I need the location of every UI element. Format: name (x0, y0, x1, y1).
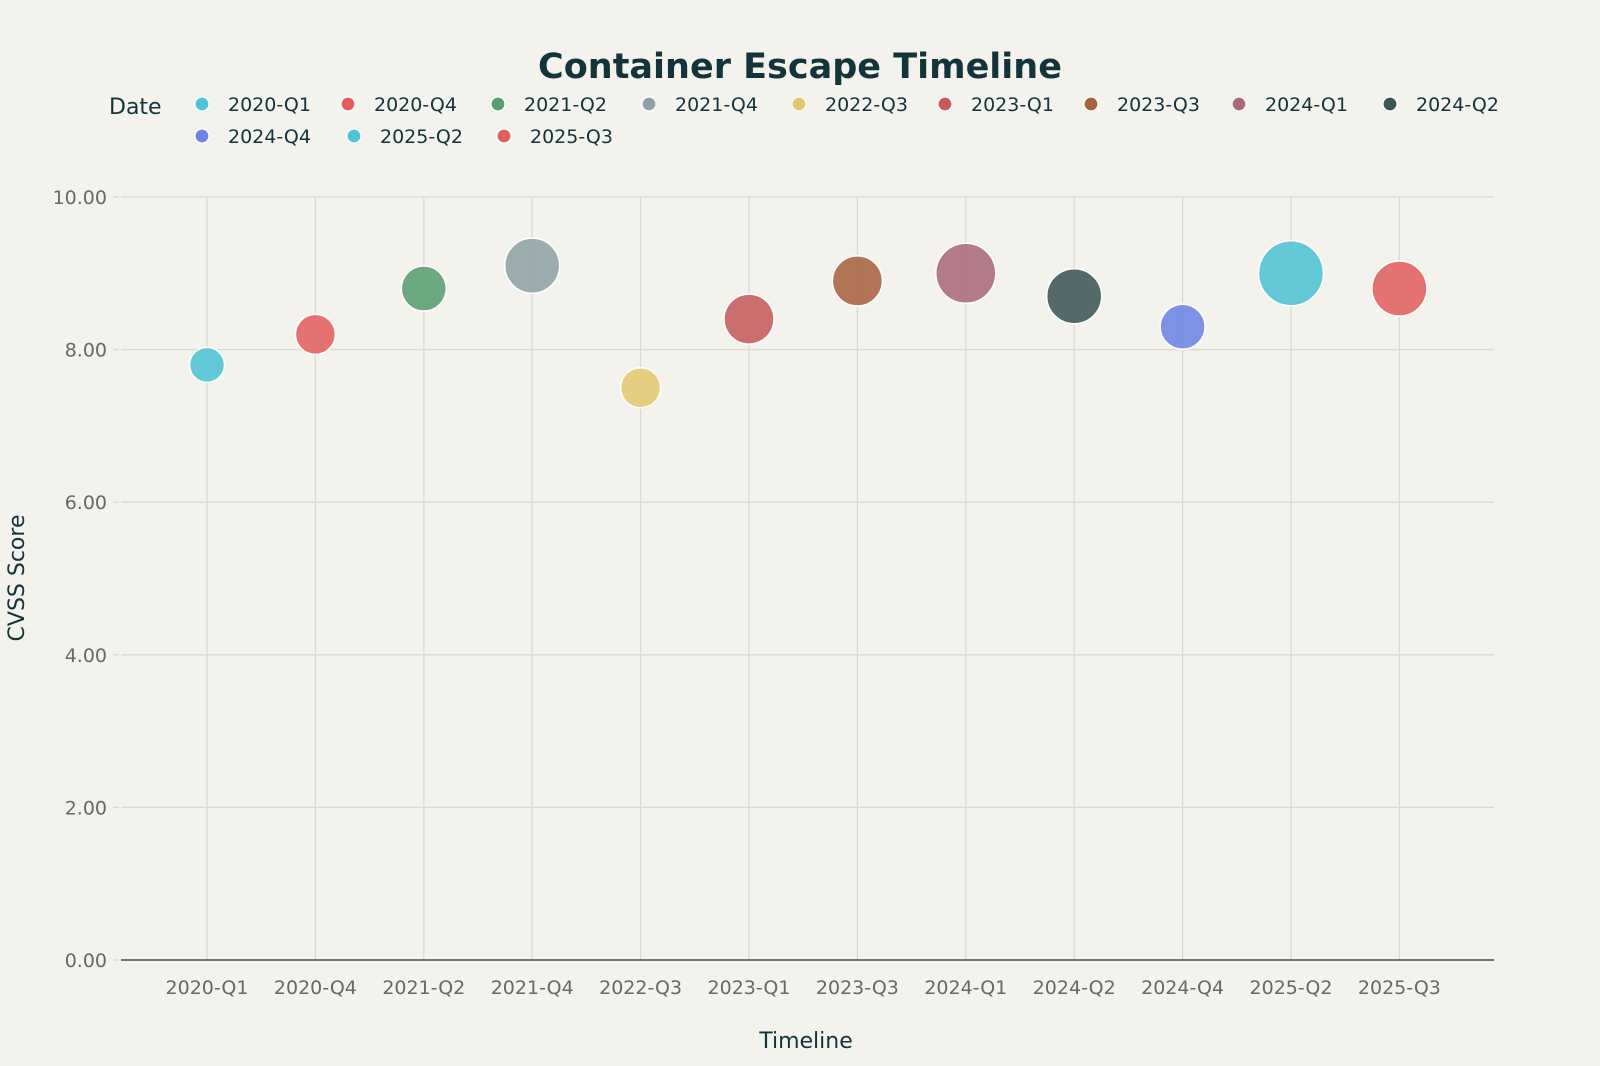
x-tick-label: 2020-Q1 (166, 977, 249, 999)
legend-marker (1083, 96, 1099, 112)
legend-label: 2021-Q2 (524, 94, 607, 116)
y-tick-label: 0.00 (65, 950, 107, 972)
x-axis: 2020-Q1 2020-Q4 2021-Q2 2021-Q4 2022-Q3 2023-… (166, 977, 1441, 999)
legend-marker (937, 96, 953, 112)
x-tick-label: 2023-Q3 (816, 977, 899, 999)
legend-item-2025-Q2: 2025-Q2 (346, 126, 463, 148)
y-tick-label: 8.00 (65, 340, 107, 362)
data-point-2024-Q2 (1045, 267, 1103, 325)
legend-marker (490, 96, 506, 112)
y-tick-label: 6.00 (65, 492, 107, 514)
x-tick-label: 2021-Q4 (491, 977, 574, 999)
legend-item-2023-Q3: 2023-Q3 (1083, 94, 1200, 116)
legend-label: 2024-Q4 (228, 126, 311, 148)
data-point-2024-Q4 (1159, 303, 1206, 350)
legend-item-2024-Q1: 2024-Q1 (1231, 94, 1348, 116)
legend-label: 2020-Q1 (228, 94, 311, 116)
x-tick-label: 2024-Q4 (1141, 977, 1224, 999)
legend-marker (194, 96, 210, 112)
legend-label: 2023-Q3 (1117, 94, 1200, 116)
data-point-2020-Q4 (294, 313, 337, 356)
legend-label: 2024-Q1 (1265, 94, 1348, 116)
data-point-2024-Q1 (935, 242, 997, 305)
data-point-2025-Q3 (1371, 260, 1428, 317)
legend-label: 2024-Q2 (1416, 94, 1499, 116)
data-point-2020-Q1 (188, 346, 226, 384)
legend-item-2021-Q2: 2021-Q2 (490, 94, 607, 116)
legend-label: 2022-Q3 (825, 94, 908, 116)
data-point-2023-Q1 (723, 293, 775, 345)
x-tick-label: 2025-Q2 (1250, 977, 1333, 999)
x-tick-label: 2022-Q3 (599, 977, 682, 999)
legend-title: Date (109, 95, 162, 120)
data-point-2021-Q4 (503, 237, 561, 294)
y-tick-label: 4.00 (65, 645, 107, 667)
data-point-2023-Q3 (831, 255, 884, 307)
grid (113, 196, 1494, 961)
x-tick-label: 2021-Q2 (382, 977, 465, 999)
legend-marker (791, 96, 807, 112)
y-axis: 0.00 2.00 4.00 6.00 8.00 10.00 (53, 187, 107, 972)
data-point-2021-Q2 (400, 265, 448, 312)
legend-item-2024-Q4: 2024-Q4 (194, 126, 311, 148)
legend-label: 2025-Q3 (530, 126, 613, 148)
data-points (188, 237, 1428, 409)
legend-marker (1231, 96, 1247, 112)
x-tick-label: 2024-Q1 (924, 977, 1007, 999)
legend-item-2020-Q1: 2020-Q1 (194, 94, 311, 116)
legend-item-2023-Q1: 2023-Q1 (937, 94, 1054, 116)
x-axis-title: Timeline (758, 1029, 853, 1054)
legend-label: 2021-Q4 (675, 94, 758, 116)
x-tick-label: 2023-Q1 (708, 977, 791, 999)
legend-item-2020-Q4: 2020-Q4 (340, 94, 457, 116)
data-point-2022-Q3 (619, 367, 662, 409)
legend-item-2024-Q2: 2024-Q2 (1382, 94, 1499, 116)
y-tick-label: 10.00 (53, 187, 107, 209)
chart-title: Container Escape Timeline (538, 47, 1062, 87)
legend-marker (194, 128, 210, 144)
legend-marker (496, 128, 512, 144)
x-tick-label: 2025-Q3 (1358, 977, 1441, 999)
data-point-2025-Q2 (1257, 240, 1325, 307)
legend-marker (340, 96, 356, 112)
x-tick-label: 2020-Q4 (274, 977, 357, 999)
legend-item-2025-Q3: 2025-Q3 (496, 126, 613, 148)
legend-marker (346, 128, 362, 144)
legend: Date 2020-Q1 2020-Q4 2021-Q2 2021-Q4 2022-Q3… (109, 94, 1499, 148)
legend-marker (641, 96, 657, 112)
legend-item-2021-Q4: 2021-Q4 (641, 94, 758, 116)
legend-item-2022-Q3: 2022-Q3 (791, 94, 908, 116)
legend-label: 2023-Q1 (971, 94, 1054, 116)
x-tick-label: 2024-Q2 (1033, 977, 1116, 999)
legend-marker (1382, 96, 1398, 112)
legend-label: 2020-Q4 (374, 94, 457, 116)
y-tick-label: 2.00 (65, 797, 107, 819)
legend-label: 2025-Q2 (380, 126, 463, 148)
y-axis-title: CVSS Score (5, 515, 30, 642)
